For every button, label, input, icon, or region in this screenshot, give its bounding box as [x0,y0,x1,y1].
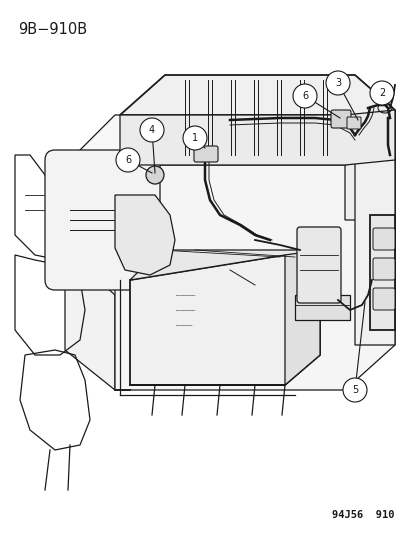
Text: 1: 1 [192,133,197,143]
Polygon shape [65,165,115,390]
FancyBboxPatch shape [296,227,340,303]
Circle shape [183,126,206,150]
Polygon shape [115,165,394,390]
Text: 3: 3 [334,78,340,88]
Text: ━━━━━━━: ━━━━━━━ [175,293,195,297]
Polygon shape [294,295,349,320]
Circle shape [325,71,349,95]
Circle shape [140,118,164,142]
Circle shape [116,148,140,172]
Text: 9B−910B: 9B−910B [18,22,87,37]
Polygon shape [369,215,394,330]
FancyBboxPatch shape [372,228,394,250]
FancyBboxPatch shape [346,117,360,129]
Text: 6: 6 [125,155,131,165]
Polygon shape [354,130,394,345]
FancyBboxPatch shape [372,258,394,280]
Polygon shape [130,250,319,280]
Polygon shape [120,110,394,165]
FancyBboxPatch shape [372,288,394,310]
Text: ━━━━━━: ━━━━━━ [175,322,192,327]
Polygon shape [115,195,175,275]
Polygon shape [344,155,394,220]
Circle shape [342,378,366,402]
Circle shape [146,166,164,184]
FancyBboxPatch shape [330,110,350,128]
Text: ━━━━━━━: ━━━━━━━ [175,308,195,312]
Circle shape [369,81,393,105]
Text: 6: 6 [301,91,307,101]
Text: 2: 2 [378,88,384,98]
Polygon shape [120,75,394,160]
FancyBboxPatch shape [194,146,218,162]
FancyBboxPatch shape [45,150,159,290]
Text: 5: 5 [351,385,357,395]
Circle shape [292,84,316,108]
Polygon shape [284,250,319,385]
Polygon shape [130,255,319,385]
Text: 4: 4 [149,125,155,135]
Polygon shape [65,115,394,220]
Text: 94J56  910: 94J56 910 [332,510,394,520]
